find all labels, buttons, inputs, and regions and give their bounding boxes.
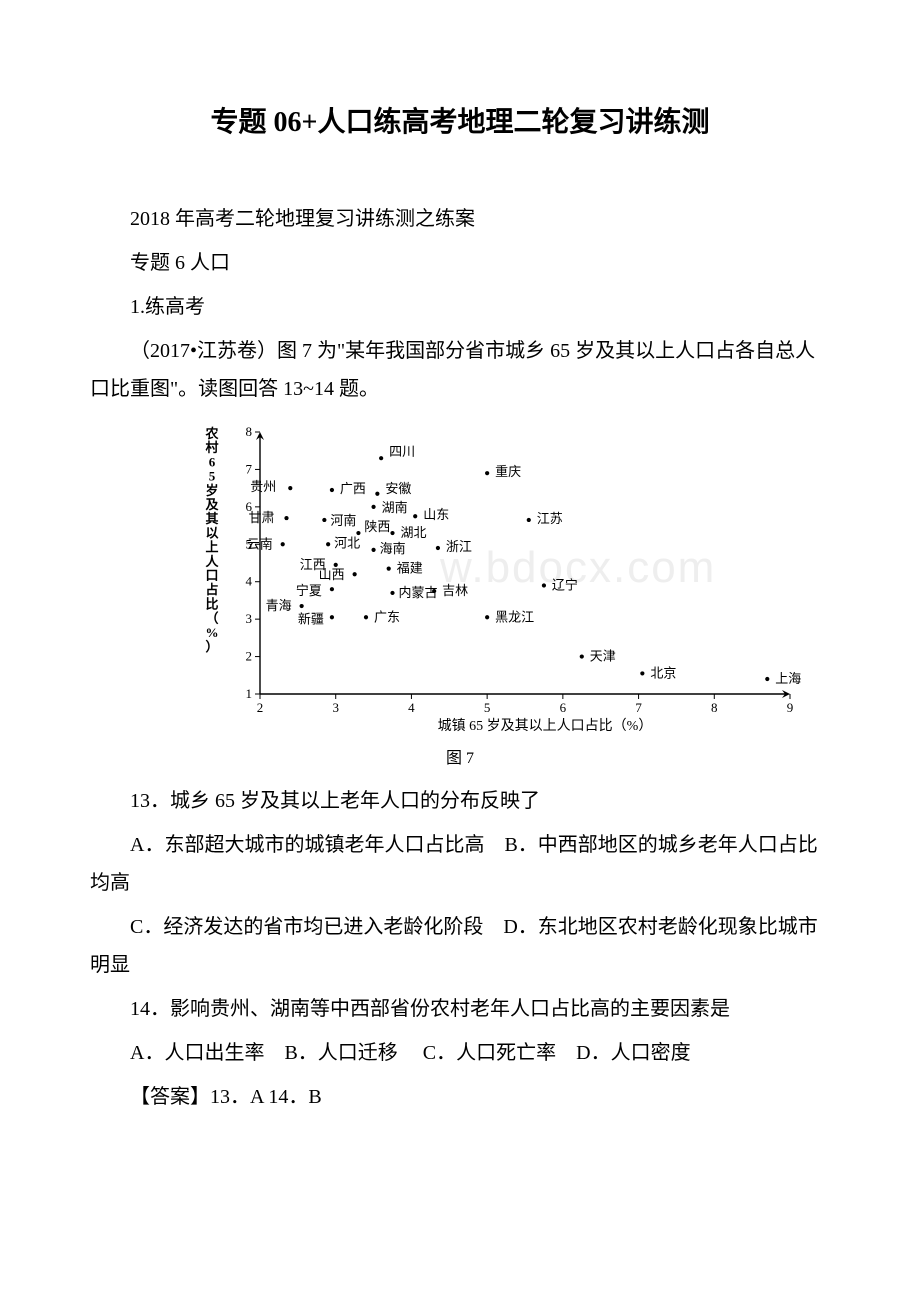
svg-text:青海: 青海 [266,598,292,613]
svg-text:新疆: 新疆 [298,611,324,626]
svg-text:四川: 四川 [389,444,415,459]
scatter-chart: w.bdocx.com2345678912345678城镇 65 岁及其以上人口… [190,420,810,740]
svg-text:占: 占 [205,582,218,597]
svg-text:岁: 岁 [205,483,218,498]
svg-text:4: 4 [408,700,415,715]
svg-text:甘肃: 甘肃 [249,510,275,525]
svg-text:3: 3 [332,700,339,715]
svg-text:2: 2 [257,700,264,715]
svg-text:浙江: 浙江 [446,539,472,554]
svg-text:河南: 河南 [330,513,356,528]
svg-text:城镇 65 岁及其以上人口占比（%）: 城镇 65 岁及其以上人口占比（%） [438,718,653,734]
svg-text:江苏: 江苏 [537,511,563,526]
svg-text:辽宁: 辽宁 [552,577,578,592]
svg-text:比: 比 [205,596,218,611]
svg-text:北京: 北京 [650,665,676,680]
svg-text:2: 2 [246,649,253,664]
svg-text:7: 7 [635,700,642,715]
svg-text:1: 1 [246,686,253,701]
svg-text:7: 7 [246,461,253,476]
svg-text:山西: 山西 [319,567,345,582]
question-14-stem: 14．影响贵州、湖南等中西部省份农村老年人口占比高的主要因素是 [90,990,830,1028]
svg-text:山东: 山东 [423,507,449,522]
question-14-options: A．人口出生率 B．人口迁移 C．人口死亡率 D．人口密度 [90,1034,830,1072]
svg-text:6: 6 [560,700,567,715]
svg-text:重庆: 重庆 [495,464,521,479]
svg-text:贵州: 贵州 [250,479,276,494]
svg-text:湖北: 湖北 [401,525,427,540]
svg-text:人: 人 [205,554,219,569]
question-13-options-ab: A．东部超大城市的城镇老年人口占比高 B．中西部地区的城乡老年人口占比均高 [90,826,830,902]
document-page: 专题 06+人口练高考地理二轮复习讲练测 2018 年高考二轮地理复习讲练测之练… [0,0,920,1182]
svg-text:以: 以 [205,525,218,540]
svg-text:8: 8 [246,424,253,439]
svg-text:）: ） [205,639,218,654]
svg-text:云南: 云南 [247,536,273,551]
svg-text:%: % [206,625,219,640]
svg-text:安徽: 安徽 [385,481,411,496]
svg-text:其: 其 [205,511,218,526]
svg-text:5: 5 [209,469,216,484]
svg-text:广东: 广东 [374,609,400,624]
svg-text:8: 8 [711,700,718,715]
svg-text:内蒙古: 内蒙古 [399,585,438,600]
svg-text:及: 及 [205,497,219,512]
svg-text:天津: 天津 [590,649,616,664]
question-13-stem: 13．城乡 65 岁及其以上老年人口的分布反映了 [90,782,830,820]
svg-text:农: 农 [204,426,218,441]
svg-text:3: 3 [246,611,253,626]
svg-text:海南: 海南 [380,541,406,556]
svg-text:村: 村 [205,440,218,455]
svg-text:4: 4 [246,574,253,589]
svg-text:湖南: 湖南 [382,500,408,515]
answer-line: 【答案】13．A 14．B [90,1078,830,1116]
intro-line-4: （2017•江苏卷）图 7 为"某年我国部分省市城乡 65 岁及其以上人口占各自… [90,332,830,408]
svg-text:河北: 河北 [334,535,360,550]
svg-text:上海: 上海 [775,671,801,686]
question-13-options-cd: C．经济发达的省市均已进入老龄化阶段 D．东北地区农村老龄化现象比城市明显 [90,908,830,984]
svg-text:上: 上 [205,540,218,555]
intro-line-2: 专题 6 人口 [90,244,830,282]
figure-caption: 图 7 [90,744,830,768]
svg-text:广西: 广西 [340,481,366,496]
intro-line-1: 2018 年高考二轮地理复习讲练测之练案 [90,200,830,238]
svg-text:6: 6 [209,454,216,469]
svg-text:（: （ [205,611,218,626]
svg-text:福建: 福建 [397,561,423,576]
svg-text:吉林: 吉林 [442,583,468,598]
chart-svg: w.bdocx.com2345678912345678城镇 65 岁及其以上人口… [190,420,810,740]
svg-text:陕西: 陕西 [364,519,390,534]
svg-text:宁夏: 宁夏 [296,583,322,598]
intro-line-3: 1.练高考 [90,288,830,326]
svg-text:9: 9 [787,700,794,715]
svg-text:5: 5 [484,700,491,715]
page-title: 专题 06+人口练高考地理二轮复习讲练测 [90,100,830,140]
svg-text:黑龙江: 黑龙江 [495,609,534,624]
svg-text:口: 口 [205,568,218,583]
